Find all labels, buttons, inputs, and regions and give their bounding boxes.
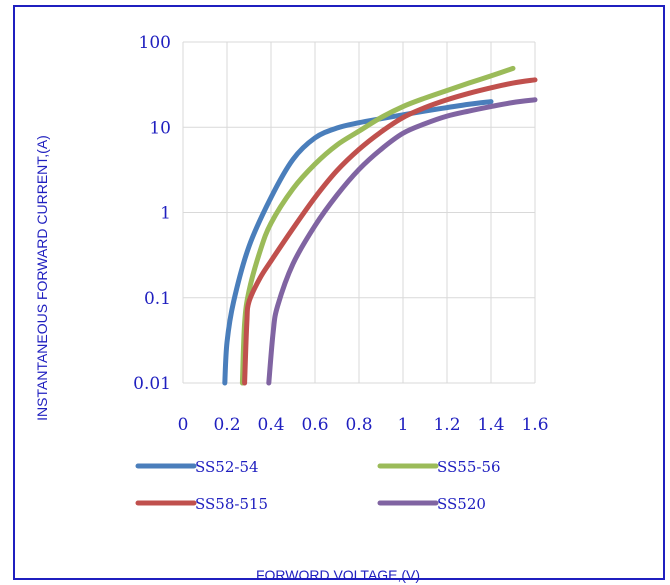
y-tick-label: 1	[160, 204, 171, 224]
legend: SS52-54 SS55-56 SS58-515 SS520	[135, 458, 501, 513]
y-axis-label: INSTANTANEOUS FORWARD CURRENT,(A)	[34, 135, 50, 421]
legend-label: SS52-54	[195, 458, 259, 476]
legend-item: SS52-54	[135, 458, 259, 476]
series-line-ss520	[266, 97, 538, 386]
y-tick-label: 10	[149, 118, 171, 138]
x-axis-label: FORWORD VOLTAGE,(V)	[256, 567, 420, 583]
series-line-ss52-54	[222, 99, 494, 386]
legend-label: SS520	[437, 495, 486, 513]
y-tick-labels: 0.01 0.1 1 10 100	[133, 33, 171, 394]
series-line-ss58-515	[242, 77, 538, 386]
y-tick-label: 0.01	[133, 374, 171, 394]
legend-item: SS520	[377, 495, 486, 513]
x-tick-label: 1	[398, 415, 409, 435]
x-tick-label: 0.2	[213, 415, 240, 435]
legend-item: SS55-56	[377, 458, 501, 476]
y-tick-label: 100	[139, 33, 171, 53]
x-tick-label: 0.4	[257, 415, 284, 435]
x-tick-label: 1.2	[433, 415, 460, 435]
chart-frame	[13, 5, 665, 580]
grid	[182, 41, 536, 384]
x-tick-label: 1.6	[521, 415, 548, 435]
legend-label: SS58-515	[195, 495, 268, 513]
legend-label: SS55-56	[437, 458, 501, 476]
y-tick-label: 0.1	[144, 289, 171, 309]
legend-item: SS58-515	[135, 495, 268, 513]
x-tick-labels: 0 0.2 0.4 0.6 0.8 1 1.2 1.4 1.6	[178, 415, 549, 435]
x-tick-label: 1.4	[477, 415, 504, 435]
series-lines	[222, 65, 538, 386]
series-line-ss55-56	[239, 65, 516, 386]
x-tick-label: 0	[178, 415, 189, 435]
x-tick-label: 0.6	[301, 415, 328, 435]
x-tick-label: 0.8	[345, 415, 372, 435]
